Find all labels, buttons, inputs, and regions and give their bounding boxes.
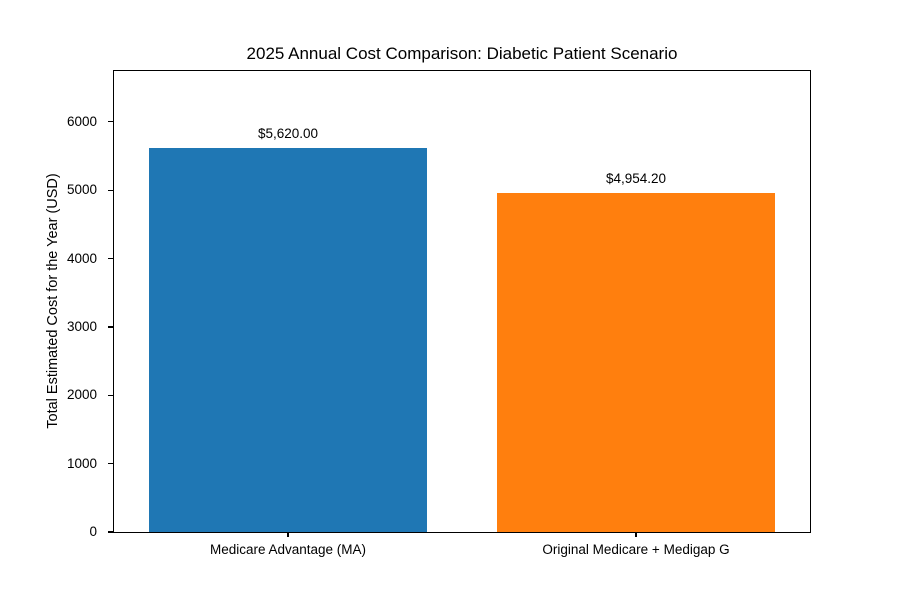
y-axis-tick-label: 6000 [66,113,97,129]
x-axis-tick-mark [287,533,289,537]
y-axis-tick-label: 4000 [66,250,97,266]
y-axis-tick-mark [108,121,113,123]
x-axis-tick-mark [635,533,637,537]
y-axis-tick-mark [108,257,113,260]
bar [496,193,776,532]
y-axis-tick-label: 2000 [66,387,97,403]
y-axis-tick-mark [108,326,113,328]
bar-value-label: $4,954.20 [605,171,667,187]
y-axis-tick-label: 3000 [66,318,97,334]
y-axis-tick-label: 5000 [66,182,97,198]
y-axis-tick-mark [108,394,113,396]
y-axis-tick-mark [108,189,113,191]
y-axis-tick-mark [108,531,113,533]
bar-value-label: $5,620.00 [257,125,319,141]
y-axis-tick-mark [108,463,113,465]
x-axis-tick-label: Medicare Advantage (MA) [209,542,367,557]
y-axis-tick-label: 1000 [66,455,97,471]
bar [148,147,428,532]
chart-title: 2025 Annual Cost Comparison: Diabetic Pa… [246,44,678,63]
x-axis-tick-label: Original Medicare + Medigap G [542,542,730,557]
y-axis-tick-label: 0 [89,524,97,539]
